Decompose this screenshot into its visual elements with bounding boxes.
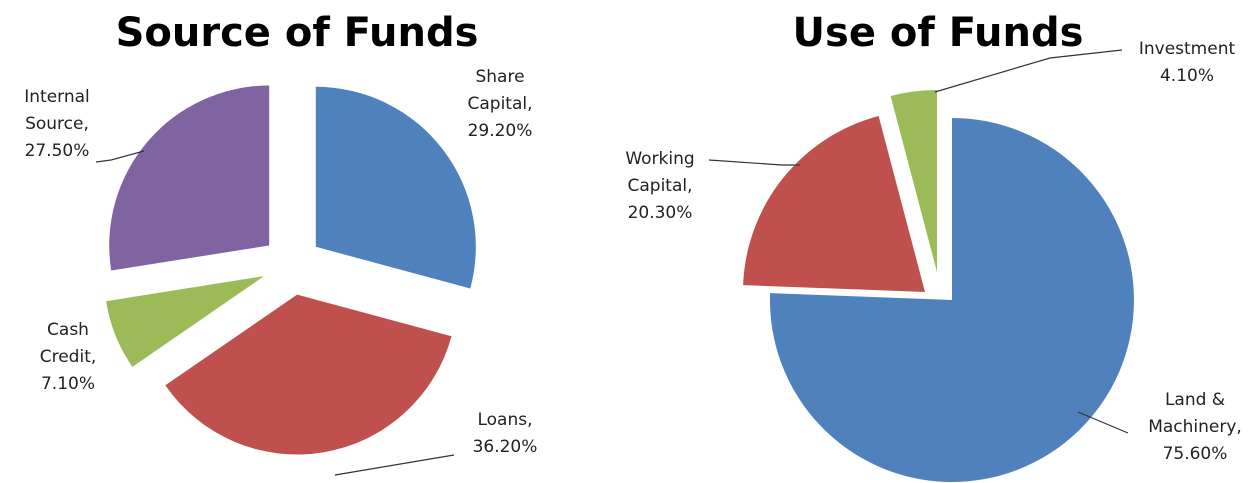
pie-slice-land-and-machinery — [769, 118, 1134, 482]
leader-line-internal-source — [95, 150, 145, 163]
leader-line-land-and-machinery — [1077, 411, 1129, 434]
source-of-funds-chart: Source of Funds Share Capital, 29.20% Loans… — [24, 10, 538, 476]
use-of-funds-chart: Use of Funds Land & Machinery, 75.60% Worki… — [625, 10, 1242, 482]
data-label-cash-credit: Cash Credit, 7.10% — [40, 320, 97, 394]
data-label-internal-source: Internal Source, 27.50% — [24, 87, 90, 161]
data-label-investment: Investment 4.10% — [1139, 39, 1236, 86]
leader-line-loans — [334, 454, 455, 476]
data-label-share-capital: Share Capital, 29.20% — [467, 67, 532, 141]
chart-title: Source of Funds — [116, 10, 479, 56]
pie-slice-internal-source — [109, 85, 270, 271]
pie-slice-investment — [890, 89, 937, 272]
pie-slice-share-capital — [315, 86, 476, 289]
leader-line-working-capital — [708, 159, 800, 166]
pie-slice-loans — [165, 294, 452, 455]
data-label-loans: Loans, 36.20% — [473, 410, 538, 457]
chart-title: Use of Funds — [793, 10, 1084, 56]
pie-slice-cash-credit — [106, 276, 265, 367]
leader-line-investment — [934, 49, 1123, 93]
pie-slice-working-capital — [743, 116, 925, 292]
data-label-land-and-machinery: Land & Machinery, 75.60% — [1148, 390, 1242, 464]
data-label-working-capital: Working Capital, 20.30% — [625, 149, 694, 223]
